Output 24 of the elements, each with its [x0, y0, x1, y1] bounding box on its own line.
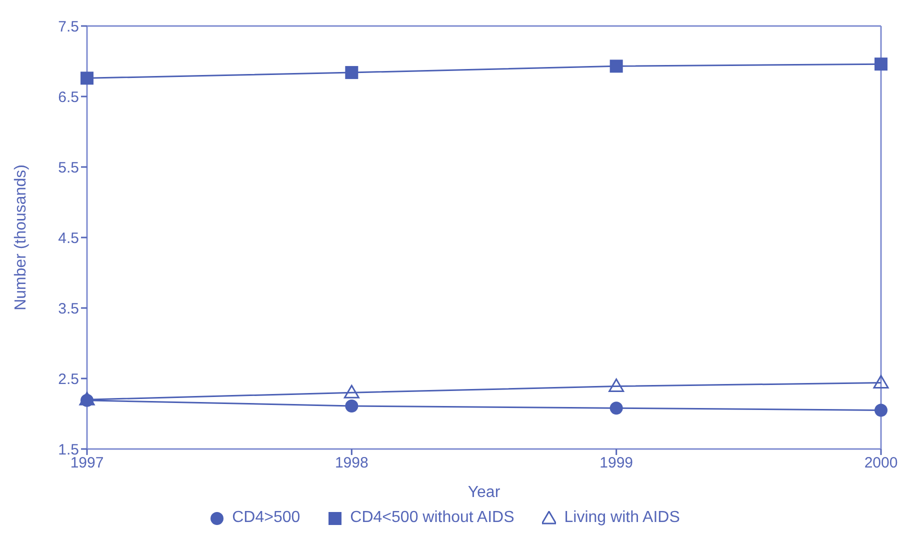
point [610, 402, 623, 415]
point [80, 72, 94, 85]
point [610, 60, 623, 73]
point [345, 399, 358, 412]
point [345, 66, 358, 80]
x-tick-label: 2000 [864, 454, 898, 472]
point [608, 378, 624, 392]
x-tick-label: 1998 [334, 454, 368, 472]
y-tick-label: 4.5 [58, 230, 79, 247]
y-tick-label: 2.5 [58, 370, 79, 388]
legend-label: CD4<500 without AIDS [350, 509, 514, 527]
x-tick-label: 1999 [600, 454, 634, 472]
y-tick-label: 5.5 [58, 159, 79, 176]
point [344, 384, 360, 398]
legend-label: Living with AIDS [564, 509, 680, 527]
legend-label: CD4>500 [232, 509, 300, 527]
x-axis-title: Year [468, 484, 501, 501]
point [873, 374, 889, 388]
y-axis-title: Number (thousands) [12, 164, 30, 310]
y-tick-label: 7.5 [58, 18, 79, 36]
point [874, 404, 888, 417]
y-tick-label: 3.5 [58, 300, 79, 318]
point [874, 58, 888, 71]
y-tick-label: 6.5 [58, 88, 79, 106]
